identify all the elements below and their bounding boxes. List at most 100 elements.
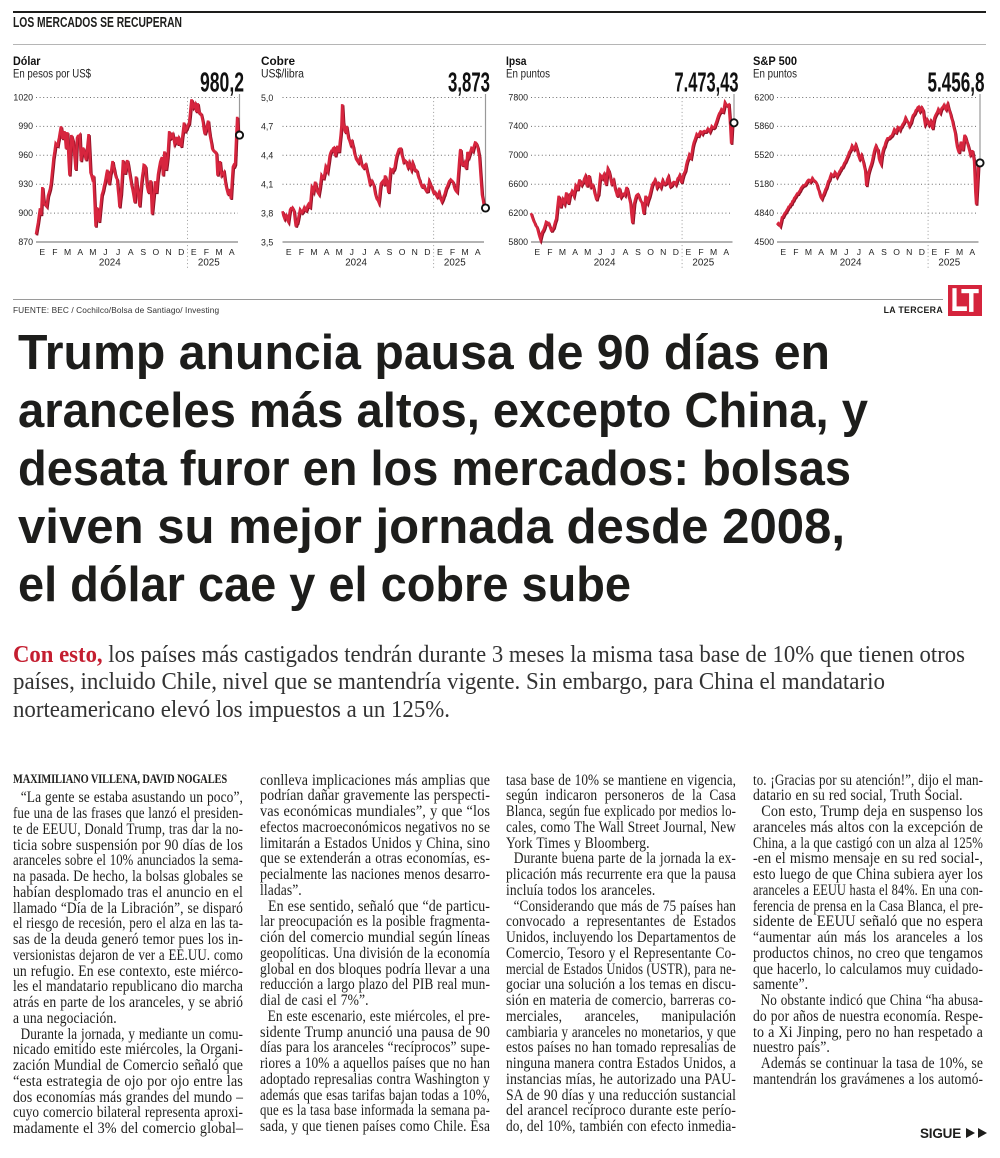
svg-text:M: M <box>584 247 591 257</box>
svg-text:M: M <box>89 247 96 257</box>
svg-text:N: N <box>660 247 666 257</box>
svg-text:E: E <box>191 247 197 257</box>
svg-text:2025: 2025 <box>692 258 714 269</box>
svg-text:O: O <box>153 247 160 257</box>
svg-text:5860: 5860 <box>754 121 774 131</box>
svg-text:E: E <box>686 247 692 257</box>
svg-text:3,5: 3,5 <box>261 237 273 247</box>
svg-text:D: D <box>424 247 430 257</box>
svg-text:US$/libra: US$/libra <box>261 67 304 81</box>
svg-text:S: S <box>881 247 887 257</box>
svg-text:Dólar: Dólar <box>13 54 41 68</box>
svg-text:3,8: 3,8 <box>261 208 273 218</box>
svg-text:5520: 5520 <box>754 150 774 160</box>
svg-text:960: 960 <box>18 150 33 160</box>
svg-text:M: M <box>336 247 343 257</box>
svg-text:A: A <box>869 247 875 257</box>
svg-text:F: F <box>793 247 798 257</box>
svg-text:930: 930 <box>18 179 33 189</box>
svg-text:7400: 7400 <box>508 121 528 131</box>
svg-text:D: D <box>673 247 679 257</box>
svg-text:A: A <box>623 247 629 257</box>
svg-text:A: A <box>818 247 824 257</box>
svg-text:M: M <box>462 247 469 257</box>
svg-text:900: 900 <box>18 208 33 218</box>
svg-text:M: M <box>830 247 837 257</box>
svg-text:J: J <box>116 247 120 257</box>
svg-text:F: F <box>944 247 949 257</box>
svg-text:S: S <box>387 247 393 257</box>
svg-text:N: N <box>412 247 418 257</box>
svg-text:980,2: 980,2 <box>200 67 244 98</box>
svg-text:J: J <box>611 247 615 257</box>
svg-text:E: E <box>437 247 443 257</box>
svg-text:M: M <box>710 247 717 257</box>
svg-text:E: E <box>39 247 45 257</box>
svg-text:2024: 2024 <box>594 258 616 269</box>
svg-text:6200: 6200 <box>508 208 528 218</box>
svg-text:7.473,43: 7.473,43 <box>675 67 739 98</box>
svg-text:4,4: 4,4 <box>261 151 273 161</box>
svg-text:4500: 4500 <box>754 237 774 247</box>
svg-text:7800: 7800 <box>508 92 528 102</box>
svg-text:6600: 6600 <box>508 179 528 189</box>
svg-text:F: F <box>450 247 455 257</box>
svg-text:F: F <box>698 247 703 257</box>
svg-text:J: J <box>362 247 366 257</box>
svg-text:F: F <box>204 247 209 257</box>
svg-text:A: A <box>723 247 729 257</box>
svg-text:4840: 4840 <box>754 208 774 218</box>
svg-text:2024: 2024 <box>345 258 367 269</box>
svg-text:J: J <box>103 247 107 257</box>
svg-text:870: 870 <box>18 237 33 247</box>
svg-text:En puntos: En puntos <box>506 67 550 81</box>
svg-text:E: E <box>932 247 938 257</box>
svg-text:J: J <box>857 247 861 257</box>
svg-text:F: F <box>299 247 304 257</box>
svg-text:5800: 5800 <box>508 237 528 247</box>
svg-text:5.456,8: 5.456,8 <box>928 67 985 98</box>
svg-text:En pesos por US$: En pesos por US$ <box>13 67 91 81</box>
svg-text:4,7: 4,7 <box>261 122 273 132</box>
svg-text:E: E <box>534 247 540 257</box>
svg-text:D: D <box>178 247 184 257</box>
svg-text:Ipsa: Ipsa <box>506 54 527 68</box>
svg-text:O: O <box>399 247 406 257</box>
svg-text:M: M <box>559 247 566 257</box>
svg-text:N: N <box>165 247 171 257</box>
svg-text:O: O <box>647 247 654 257</box>
svg-text:S&P 500: S&P 500 <box>753 54 797 68</box>
svg-text:J: J <box>844 247 848 257</box>
svg-text:2025: 2025 <box>444 258 466 269</box>
svg-text:S: S <box>635 247 641 257</box>
svg-text:F: F <box>547 247 552 257</box>
svg-text:2024: 2024 <box>840 258 862 269</box>
svg-text:3,873: 3,873 <box>448 67 490 98</box>
svg-text:2025: 2025 <box>938 258 960 269</box>
svg-text:A: A <box>572 247 578 257</box>
svg-text:A: A <box>324 247 330 257</box>
svg-text:E: E <box>286 247 292 257</box>
svg-text:E: E <box>780 247 786 257</box>
svg-text:990: 990 <box>18 121 33 131</box>
svg-text:A: A <box>374 247 380 257</box>
svg-text:M: M <box>310 247 317 257</box>
svg-text:S: S <box>140 247 146 257</box>
svg-text:M: M <box>64 247 71 257</box>
svg-text:A: A <box>77 247 83 257</box>
svg-text:M: M <box>216 247 223 257</box>
svg-text:2024: 2024 <box>99 258 121 269</box>
svg-text:5,0: 5,0 <box>261 93 273 103</box>
svg-text:F: F <box>52 247 57 257</box>
svg-text:A: A <box>475 247 481 257</box>
svg-text:D: D <box>919 247 925 257</box>
svg-text:1020: 1020 <box>13 92 33 102</box>
svg-text:Cobre: Cobre <box>261 54 295 68</box>
svg-text:J: J <box>598 247 602 257</box>
svg-text:5180: 5180 <box>754 179 774 189</box>
svg-text:N: N <box>906 247 912 257</box>
svg-text:J: J <box>350 247 354 257</box>
svg-text:2025: 2025 <box>198 258 220 269</box>
svg-text:6200: 6200 <box>754 92 774 102</box>
svg-text:O: O <box>893 247 900 257</box>
